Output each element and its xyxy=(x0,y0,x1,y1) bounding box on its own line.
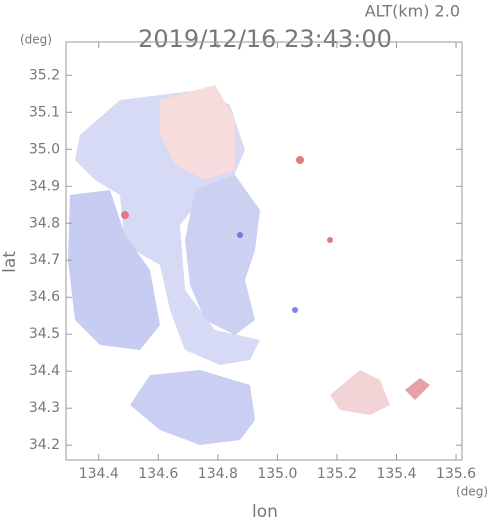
x-tick-label: 135.2 xyxy=(317,466,357,482)
plot-frame xyxy=(65,41,463,461)
echo-area xyxy=(130,370,255,445)
x-tick-label: 134.6 xyxy=(138,466,178,482)
y-tick-label: 34.2 xyxy=(29,437,60,453)
echo-cell xyxy=(292,307,298,313)
y-tick-label: 35.0 xyxy=(29,141,60,157)
x-axis-label: lon xyxy=(252,502,278,521)
chart-title: 2019/12/16 23:43:00 xyxy=(138,25,392,53)
echo-area xyxy=(68,190,160,350)
y-axis-label: lat xyxy=(0,251,20,273)
radar-echo xyxy=(68,85,430,445)
x-tick-label: 135.4 xyxy=(376,466,416,482)
y-tick-label: 34.4 xyxy=(29,363,60,379)
y-tick-label: 34.5 xyxy=(29,326,60,342)
y-tick-label: 35.2 xyxy=(29,67,60,83)
echo-cell xyxy=(327,237,333,243)
echo-cell xyxy=(237,232,243,238)
echo-cell xyxy=(296,156,304,164)
echo-cell xyxy=(121,211,129,219)
x-tick-label: 135.6 xyxy=(436,466,476,482)
y-tick-label: 35.1 xyxy=(29,104,60,120)
y-unit: (deg) xyxy=(20,33,52,47)
x-tick-label: 134.4 xyxy=(79,466,119,482)
y-tick-label: 34.8 xyxy=(29,215,60,231)
x-tick-label: 135.0 xyxy=(257,466,297,482)
echo-area xyxy=(405,378,430,400)
y-tick-label: 34.7 xyxy=(29,252,60,268)
echo-area xyxy=(185,175,260,335)
echo-area xyxy=(330,370,390,415)
y-tick-label: 34.9 xyxy=(29,178,60,194)
alt-label: ALT(km) 2.0 xyxy=(365,2,460,21)
y-tick-label: 34.6 xyxy=(29,289,60,305)
y-tick-label: 34.3 xyxy=(29,400,60,416)
echo-area xyxy=(160,85,235,180)
x-unit: (deg) xyxy=(456,485,488,499)
x-tick-label: 134.8 xyxy=(198,466,238,482)
